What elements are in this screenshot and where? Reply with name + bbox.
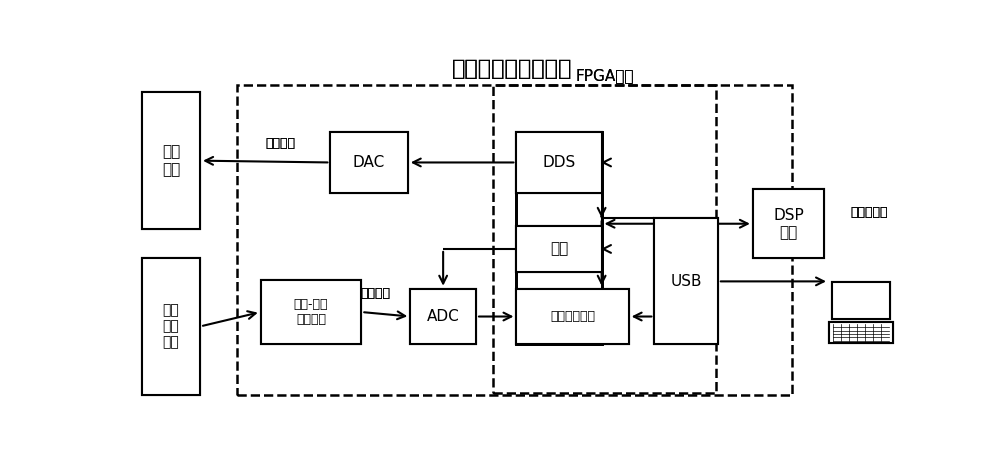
Text: FPGA芯片: FPGA芯片 [575, 68, 634, 83]
Bar [516, 132, 602, 344]
Bar [829, 322, 893, 343]
Bar [493, 85, 716, 393]
Text: 虚拟
电感
模块: 虚拟 电感 模块 [163, 303, 179, 350]
Bar [142, 258, 200, 395]
Bar [330, 132, 408, 193]
Text: 信号处理与通讯模块: 信号处理与通讯模块 [452, 59, 573, 79]
Text: 激励信号: 激励信号 [265, 137, 295, 150]
Text: 数字相敏解调: 数字相敏解调 [550, 310, 595, 323]
Text: 激励
电极: 激励 电极 [162, 145, 180, 177]
Text: 虚拟
电感
模块: 虚拟 电感 模块 [163, 303, 179, 350]
Text: 激励
电极: 激励 电极 [162, 145, 180, 177]
Bar [142, 92, 200, 229]
Bar [142, 92, 200, 229]
Bar [832, 282, 890, 319]
Text: DDS: DDS [542, 155, 576, 170]
Text: 微型计算机: 微型计算机 [850, 206, 888, 219]
Bar [330, 132, 408, 193]
Text: DDS: DDS [542, 155, 576, 170]
Bar [261, 279, 361, 344]
Bar [516, 226, 602, 272]
Text: 检测信号: 检测信号 [360, 287, 390, 300]
Bar [261, 279, 361, 344]
Bar [142, 258, 200, 395]
Bar [410, 289, 476, 344]
Bar [410, 289, 476, 344]
Bar [516, 132, 602, 193]
Bar [516, 289, 629, 344]
Text: DSP
芯片: DSP 芯片 [773, 207, 804, 240]
Bar [832, 282, 890, 319]
Text: DSP
芯片: DSP 芯片 [773, 207, 804, 240]
Text: 检测信号: 检测信号 [360, 287, 390, 300]
Bar [654, 218, 718, 344]
Bar [516, 132, 602, 344]
Text: 微型计算机: 微型计算机 [850, 206, 888, 219]
Bar [516, 289, 629, 344]
Text: USB: USB [670, 274, 702, 289]
Text: ADC: ADC [427, 309, 460, 324]
Bar [829, 322, 893, 343]
Bar [753, 190, 824, 258]
Text: USB: USB [670, 274, 702, 289]
Bar [516, 226, 602, 272]
Text: 时钟: 时钟 [550, 241, 568, 256]
Text: 时钟: 时钟 [550, 241, 568, 256]
Bar [753, 190, 824, 258]
Text: 激励信号: 激励信号 [265, 137, 295, 150]
Text: FPGA芯片: FPGA芯片 [575, 68, 634, 83]
Text: DAC: DAC [353, 155, 385, 170]
Bar [654, 218, 718, 344]
Text: 数字相敏解调: 数字相敏解调 [550, 310, 595, 323]
Text: 电流-电压
转换电路: 电流-电压 转换电路 [294, 298, 328, 326]
Text: 电流-电压
转换电路: 电流-电压 转换电路 [294, 298, 328, 326]
Bar [516, 132, 602, 193]
Text: 信号处理与通讯模块: 信号处理与通讯模块 [452, 59, 573, 79]
Text: ADC: ADC [427, 309, 460, 324]
Text: DAC: DAC [353, 155, 385, 170]
Bar [237, 85, 792, 395]
